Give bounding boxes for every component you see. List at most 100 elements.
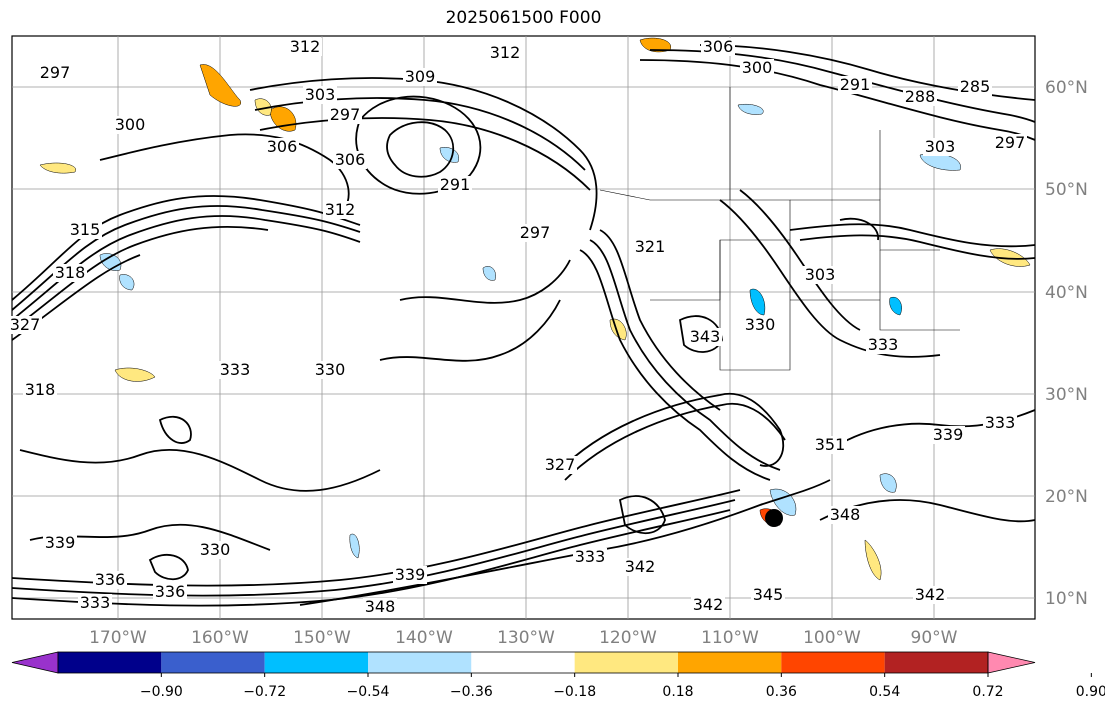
colorbar-extend-low: [11, 651, 59, 674]
svg-text:312: 312: [290, 37, 321, 56]
svg-text:300: 300: [742, 58, 773, 77]
svg-text:312: 312: [490, 43, 521, 62]
svg-text:306: 306: [335, 150, 366, 169]
contour-label: 348: [363, 597, 397, 616]
lat-label: 30°N: [1045, 385, 1088, 405]
contour-label: 339: [393, 565, 427, 584]
svg-text:348: 348: [365, 597, 396, 616]
svg-text:330: 330: [200, 540, 231, 559]
colorbar-segment: [781, 652, 885, 673]
colorbar-tick-label: −0.18: [553, 684, 596, 700]
svg-text:333: 333: [220, 360, 251, 379]
colorbar: −0.90 −0.72 −0.54 −0.36 −0.18 0.18 0.36 0.54 0.7…: [11, 651, 1105, 700]
svg-text:327: 327: [545, 455, 576, 474]
lon-label: 140°W: [395, 628, 453, 648]
contour-label: 288: [903, 87, 937, 106]
colorbar-segment: [161, 652, 265, 673]
svg-text:339: 339: [45, 533, 76, 552]
svg-text:306: 306: [703, 37, 734, 56]
contour-label: 291: [838, 75, 872, 94]
svg-text:333: 333: [80, 593, 111, 612]
contour-lines: [11, 44, 1036, 607]
lon-label: 120°W: [599, 628, 657, 648]
contour-label: 306: [333, 150, 367, 169]
contour-label: 309: [403, 67, 437, 86]
svg-text:342: 342: [915, 585, 946, 604]
colorbar-tick-label: 0.90: [1076, 684, 1105, 700]
contour-label: 330: [743, 315, 777, 334]
latitude-labels: 60°N 50°N 40°N 30°N 20°N 10°N: [1045, 78, 1088, 609]
contour-label: 339: [931, 425, 965, 444]
map-title: 2025061500 F000: [445, 8, 602, 28]
svg-text:306: 306: [267, 137, 298, 156]
colorbar-segment: [574, 652, 678, 673]
contour-label: 318: [23, 380, 57, 399]
lat-label: 60°N: [1045, 78, 1088, 98]
lat-label: 50°N: [1045, 180, 1088, 200]
contour-labels: 312 312 306 309 300 297 291 303 297 306 300 306 291 2…: [8, 37, 1027, 616]
svg-text:303: 303: [925, 137, 956, 156]
svg-text:339: 339: [395, 565, 426, 584]
contour-label: 306: [265, 137, 299, 156]
svg-text:330: 330: [315, 360, 346, 379]
longitude-labels: 170°W 160°W 150°W 140°W 130°W 120°W 110°W 100°W…: [89, 628, 958, 648]
contour-label: 285: [958, 77, 992, 96]
contour-label: 333: [573, 547, 607, 566]
lon-label: 100°W: [803, 628, 861, 648]
svg-text:297: 297: [40, 63, 71, 82]
colorbar-tick-label: 0.72: [972, 684, 1003, 700]
contour-label: 321: [633, 237, 667, 256]
svg-text:315: 315: [70, 220, 101, 239]
colorbar-outline: [57, 651, 989, 674]
svg-text:327: 327: [10, 315, 41, 334]
colorbar-tick-label: 0.54: [869, 684, 900, 700]
svg-text:333: 333: [575, 547, 606, 566]
colorbar-segment: [264, 652, 368, 673]
svg-text:297: 297: [995, 133, 1026, 152]
svg-text:312: 312: [325, 200, 356, 219]
colorbar-tick-label: −0.90: [140, 684, 183, 700]
contour-label: 351: [813, 435, 847, 454]
contour-label: 336: [153, 582, 187, 601]
political-borders: [599, 87, 960, 371]
colorbar-extend-high: [987, 651, 1036, 674]
colorbar-tick-label: −0.36: [450, 684, 493, 700]
colorbar-tick-label: 0.18: [662, 684, 693, 700]
contour-label: 342: [913, 585, 947, 604]
svg-text:343: 343: [690, 327, 721, 346]
contour-label: 333: [78, 593, 112, 612]
lon-label: 90°W: [911, 628, 958, 648]
contour-label: 348: [828, 505, 862, 524]
svg-text:333: 333: [985, 413, 1016, 432]
contour-label: 303: [303, 85, 337, 104]
svg-text:291: 291: [840, 75, 871, 94]
svg-text:342: 342: [693, 595, 724, 614]
lon-label: 110°W: [701, 628, 759, 648]
colorbar-tick-label: −0.54: [347, 684, 390, 700]
lon-label: 150°W: [293, 628, 351, 648]
contour-label: 330: [313, 360, 347, 379]
point-marker: [765, 509, 783, 527]
svg-text:321: 321: [635, 237, 666, 256]
svg-text:318: 318: [55, 263, 86, 282]
lon-label: 160°W: [191, 628, 249, 648]
contour-label: 333: [983, 413, 1017, 432]
colorbar-segment: [678, 652, 782, 673]
svg-text:336: 336: [155, 582, 186, 601]
contour-label: 327: [543, 455, 577, 474]
contour-label: 342: [623, 557, 657, 576]
colorbar-tick-label: 0.36: [766, 684, 797, 700]
contour-label: 312: [288, 37, 322, 56]
lon-label: 130°W: [497, 628, 555, 648]
colorbar-segment: [58, 652, 162, 673]
svg-text:300: 300: [115, 115, 146, 134]
contour-label: 318: [53, 263, 87, 282]
contour-label: 333: [218, 360, 252, 379]
lat-label: 40°N: [1045, 283, 1088, 303]
colorbar-tick-label: −0.72: [243, 684, 286, 700]
svg-text:285: 285: [960, 77, 991, 96]
contour-label: 291: [438, 175, 472, 194]
svg-text:345: 345: [753, 585, 784, 604]
